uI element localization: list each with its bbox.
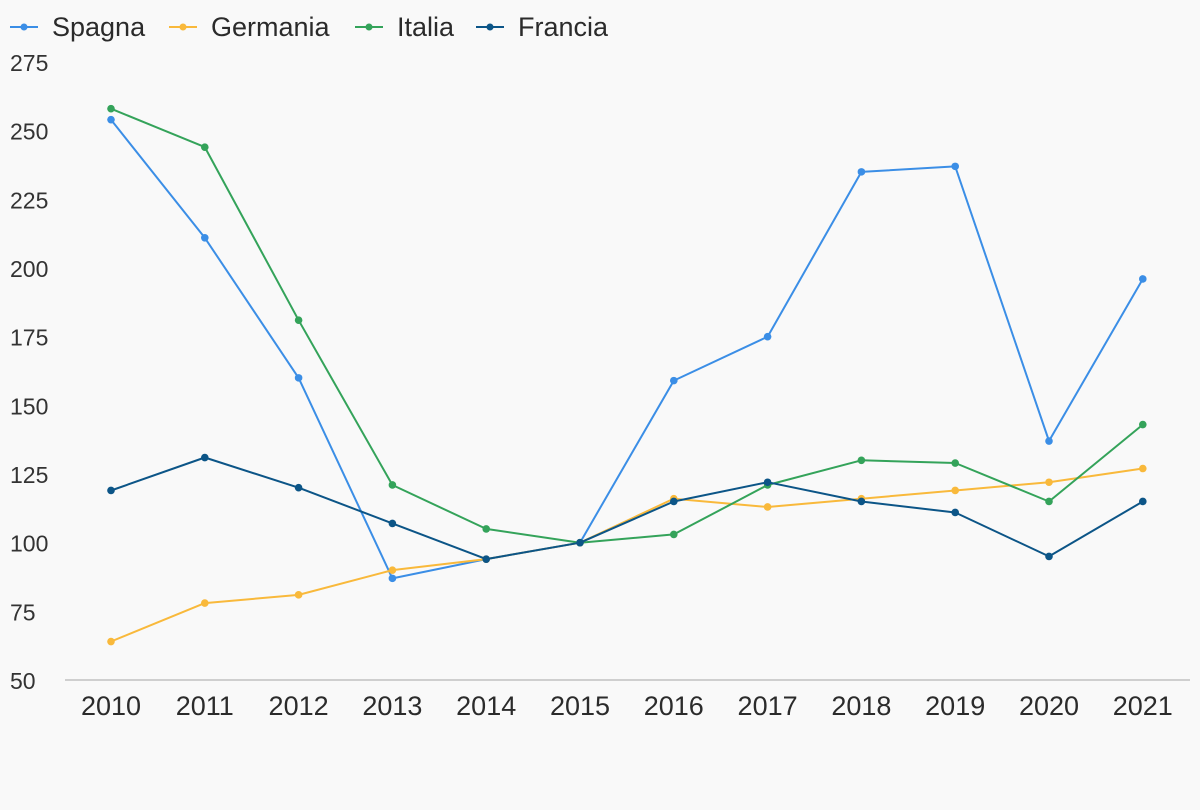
data-point-italia-2014[interactable] <box>482 525 491 533</box>
y-tick-label: 200 <box>10 256 48 282</box>
legend-label: Italia <box>397 12 455 42</box>
x-tick-label: 2012 <box>269 691 329 721</box>
data-point-francia-2012[interactable] <box>294 483 303 492</box>
data-point-spagna-2021[interactable] <box>1139 275 1147 283</box>
legend-swatch-dot <box>365 23 373 31</box>
data-point-spagna-2020[interactable] <box>1045 437 1053 445</box>
y-tick-label: 75 <box>10 599 36 625</box>
x-tick-label: 2021 <box>1113 691 1173 721</box>
data-point-italia-2010[interactable] <box>107 104 115 113</box>
y-tick-label: 275 <box>10 50 48 76</box>
legend-swatch-dot <box>179 23 187 31</box>
legend-item-italia[interactable]: Italia <box>355 12 455 42</box>
x-tick-label: 2010 <box>81 691 141 721</box>
series-francia <box>107 453 1147 563</box>
data-point-italia-2012[interactable] <box>294 316 303 324</box>
legend-swatch-dot <box>486 23 494 31</box>
data-point-italia-2013[interactable] <box>388 481 397 489</box>
legend: Spagna Germania Italia Francia <box>10 12 609 42</box>
data-point-germania-2011[interactable] <box>201 599 209 607</box>
y-axis: 50 75 100 125 150 175 200 225 250 275 <box>10 50 48 694</box>
x-tick-label: 2014 <box>456 691 516 721</box>
series-spagna <box>107 115 1147 583</box>
series-germania <box>107 464 1147 646</box>
data-point-francia-2018[interactable] <box>857 497 866 506</box>
data-point-spagna-2017[interactable] <box>763 332 772 341</box>
data-point-italia-2019[interactable] <box>951 459 959 467</box>
legend-item-spagna[interactable]: Spagna <box>10 12 146 42</box>
data-point-italia-2016[interactable] <box>670 530 678 539</box>
series-line-spagna <box>110 119 1144 580</box>
y-tick-label: 100 <box>10 531 48 557</box>
data-point-francia-2010[interactable] <box>107 486 115 495</box>
series-line-italia <box>110 107 1144 544</box>
legend-item-francia[interactable]: Francia <box>476 12 609 42</box>
y-tick-label: 175 <box>10 325 48 351</box>
x-tick-label: 2016 <box>644 691 704 721</box>
data-point-francia-2020[interactable] <box>1045 552 1053 561</box>
data-point-spagna-2019[interactable] <box>951 162 959 171</box>
x-tick-label: 2019 <box>925 691 985 721</box>
x-tick-label: 2013 <box>362 691 422 721</box>
data-point-spagna-2012[interactable] <box>294 374 303 382</box>
data-point-italia-2018[interactable] <box>857 456 866 465</box>
data-point-francia-2015[interactable] <box>576 538 584 547</box>
data-point-germania-2019[interactable] <box>951 486 959 495</box>
x-tick-label: 2015 <box>550 691 610 721</box>
data-point-francia-2011[interactable] <box>201 453 209 462</box>
y-tick-label: 225 <box>10 187 48 213</box>
data-point-germania-2021[interactable] <box>1139 464 1147 473</box>
data-point-spagna-2016[interactable] <box>670 376 678 385</box>
legend-label: Francia <box>518 12 609 42</box>
data-point-spagna-2010[interactable] <box>107 115 115 124</box>
legend-swatch-dot <box>20 23 28 31</box>
data-point-germania-2010[interactable] <box>107 637 115 646</box>
data-point-spagna-2018[interactable] <box>857 168 866 176</box>
y-tick-label: 150 <box>10 393 48 419</box>
data-point-francia-2021[interactable] <box>1139 497 1147 506</box>
y-tick-label: 250 <box>10 119 48 145</box>
x-tick-label: 2011 <box>176 691 234 721</box>
x-axis: 2010 2011 2012 2013 2014 2015 2016 2017 2018 2019… <box>81 691 1173 721</box>
data-point-germania-2020[interactable] <box>1045 478 1053 487</box>
series-group <box>107 104 1147 646</box>
data-point-francia-2019[interactable] <box>951 508 959 517</box>
x-tick-label: 2020 <box>1019 691 1079 721</box>
data-point-francia-2016[interactable] <box>670 497 678 506</box>
data-point-italia-2021[interactable] <box>1139 420 1147 429</box>
data-point-spagna-2013[interactable] <box>388 574 397 583</box>
data-point-spagna-2011[interactable] <box>201 233 209 242</box>
legend-label: Spagna <box>52 12 146 42</box>
series-line-germania <box>110 467 1143 643</box>
legend-label: Germania <box>211 12 331 42</box>
series-line-francia <box>110 456 1144 561</box>
data-point-germania-2012[interactable] <box>294 591 303 599</box>
data-point-francia-2017[interactable] <box>763 478 772 487</box>
y-tick-label: 125 <box>10 462 48 488</box>
data-point-italia-2011[interactable] <box>201 143 209 151</box>
y-tick-label: 50 <box>10 668 36 694</box>
x-tick-label: 2018 <box>831 691 891 721</box>
data-point-francia-2014[interactable] <box>482 555 491 563</box>
legend-item-germania[interactable]: Germania <box>169 12 331 42</box>
data-point-francia-2013[interactable] <box>388 519 397 528</box>
data-point-germania-2017[interactable] <box>763 503 772 511</box>
data-point-italia-2020[interactable] <box>1045 497 1053 506</box>
x-tick-label: 2017 <box>738 691 798 721</box>
data-point-germania-2013[interactable] <box>388 566 397 574</box>
